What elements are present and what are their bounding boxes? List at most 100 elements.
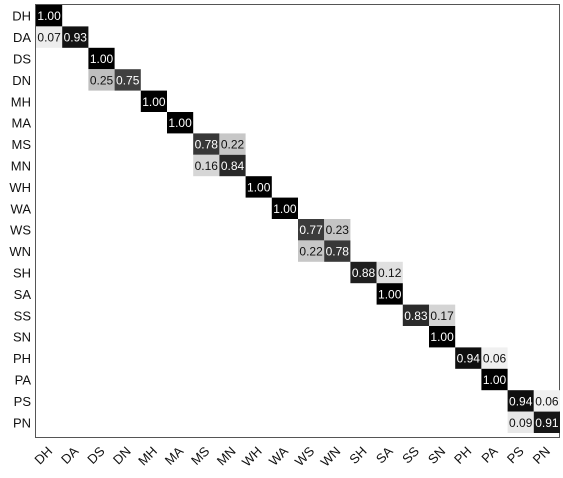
y-tick-label-PA: PA [15,373,32,388]
heatmap-cell-PS-PN: 0.06 [533,390,560,412]
y-tick-label-MS: MS [12,137,32,152]
heatmap-cell-PN-PS: 0.09 [507,411,534,433]
heatmap-cell-rect [36,5,63,27]
heatmap-cell-value: 0.16 [195,159,219,173]
heatmap-cell-value: 0.88 [352,266,376,280]
heatmap-cell-value: 0.06 [535,394,559,408]
heatmap-cell-PS-PS: 0.94 [507,390,534,412]
heatmap-cell-value: 0.78 [326,245,350,259]
heatmap-cell-rect [324,219,351,241]
heatmap-cell-SN-SN: 1.00 [429,326,456,348]
heatmap-cell-value: 0.75 [116,73,140,87]
heatmap-cell-rect [324,240,351,262]
heatmap-cell-MS-MS: 0.78 [193,133,220,155]
heatmap-cell-rect [298,240,325,262]
x-tick-labels: DH DA DS DN MH MA MS MN WH WA WS WN SH SA SS SN PH PA PS PN [31,443,553,469]
y-tick-label-SA: SA [14,287,32,302]
heatmap-cell-rect [245,176,272,198]
heatmap-cell-SH-SH: 0.88 [350,261,377,284]
heatmap-cell-rect [88,47,115,70]
heatmap-cell-value: 1.00 [142,95,166,109]
x-tick-label-SA: SA [373,443,396,466]
heatmap-cell-value: 0.78 [195,138,219,152]
x-tick-label-PN: PN [530,444,553,467]
heatmap-cell-DH-DH: 1.00 [36,5,63,27]
heatmap-cell-DA-DA: 0.93 [62,26,89,48]
heatmap-cell-PN-PN: 0.91 [533,411,560,433]
x-tick-label-MN: MN [214,444,239,469]
x-tick-label-PH: PH [451,444,474,467]
x-tick-label-MA: MA [162,443,187,468]
heatmap-cell-WA-WA: 1.00 [271,197,298,219]
y-tick-label-WS: WS [10,223,31,238]
heatmap-cell-value: 1.00 [247,180,271,194]
heatmap-cell-value: 0.23 [326,223,350,237]
heatmap-cell-PH-PH: 0.94 [455,347,482,369]
x-tick-label-WN: WN [317,444,343,470]
heatmap-cell-rect [350,261,377,284]
heatmap-cell-value: 0.93 [64,31,88,45]
x-tick-label-DN: DN [110,444,134,468]
x-tick-label-MS: MS [188,443,213,468]
heatmap-cell-rect [376,261,403,284]
x-tick-label-SN: SN [425,444,448,467]
heatmap-cell-rect [376,283,403,305]
x-tick-label-PS: PS [504,443,527,466]
heatmap-cell-value: 0.94 [509,394,533,408]
x-tick-label-SS: SS [399,443,422,466]
y-tick-label-SN: SN [13,330,31,345]
x-tick-label-PA: PA [478,443,500,465]
x-tick-label-MH: MH [135,444,160,469]
heatmap-cell-value: 0.77 [299,223,323,237]
y-tick-label-DN: DN [12,73,31,88]
heatmap-cell-rect [36,26,63,48]
x-tick-label-WS: WS [292,443,318,469]
heatmap-cell-rect [429,304,456,326]
heatmap-cell-rect [167,112,194,134]
y-tick-label-MA: MA [12,116,32,131]
heatmap-cell-value: 0.94 [457,352,481,366]
y-tick-label-DH: DH [12,9,31,24]
heatmap-cell-rect [533,411,560,433]
heatmap-cell-value: 1.00 [90,52,114,66]
x-tick-label-WH: WH [239,444,265,470]
y-tick-label-SS: SS [14,308,32,323]
heatmap-cell-DA-DH: 0.07 [36,26,63,48]
heatmap-cell-value: 1.00 [168,116,192,130]
heatmap-cell-MS-MN: 0.22 [219,133,246,155]
heatmap-cell-WN-WS: 0.22 [298,240,325,262]
heatmap-cell-rect [429,326,456,348]
heatmap-cell-rect [219,154,246,177]
heatmap-cell-value: 0.22 [221,138,245,152]
y-tick-label-MH: MH [11,94,31,109]
heatmap-cell-rect [219,133,246,155]
y-tick-label-PH: PH [13,351,31,366]
heatmap-cell-WS-WS: 0.77 [298,219,325,241]
heatmap-cell-rect [402,304,429,326]
heatmap-cell-rect [455,347,482,369]
y-tick-label-DA: DA [13,30,31,45]
heatmap-cell-SA-SA: 1.00 [376,283,403,305]
x-tick-label-DS: DS [84,443,108,467]
heatmap-cell-rect [507,411,534,433]
heatmap-cell-value: 0.06 [483,352,507,366]
heatmap-cell-value: 1.00 [273,202,297,216]
heatmap-cell-DN-DS: 0.25 [88,69,115,91]
cells-layer: 1.000.07 0.931.000.25 0.751.001.000.78 0.22… [36,5,560,433]
heatmap-cell-value: 0.84 [221,159,245,173]
x-tick-label-DA: DA [58,443,82,467]
heatmap-cell-WH-WH: 1.00 [245,176,272,198]
heatmap-cell-rect [481,347,508,369]
heatmap-cell-WS-WN: 0.23 [324,219,351,241]
y-tick-labels: DH DA DS DN MH MA MS MN WH WA WS WN SH SA SS SN PH PA PS PN [9,9,31,431]
heatmap-cell-WN-WN: 0.78 [324,240,351,262]
heatmap-cell-rect [481,368,508,391]
x-tick-label-SH: SH [346,444,369,467]
y-tick-label-MN: MN [11,159,31,174]
y-tick-label-PS: PS [14,394,32,409]
x-tick-label-DH: DH [31,444,55,468]
y-tick-label-WH: WH [9,180,31,195]
heatmap-cell-rect [271,197,298,219]
heatmap-cell-value: 1.00 [378,287,402,301]
